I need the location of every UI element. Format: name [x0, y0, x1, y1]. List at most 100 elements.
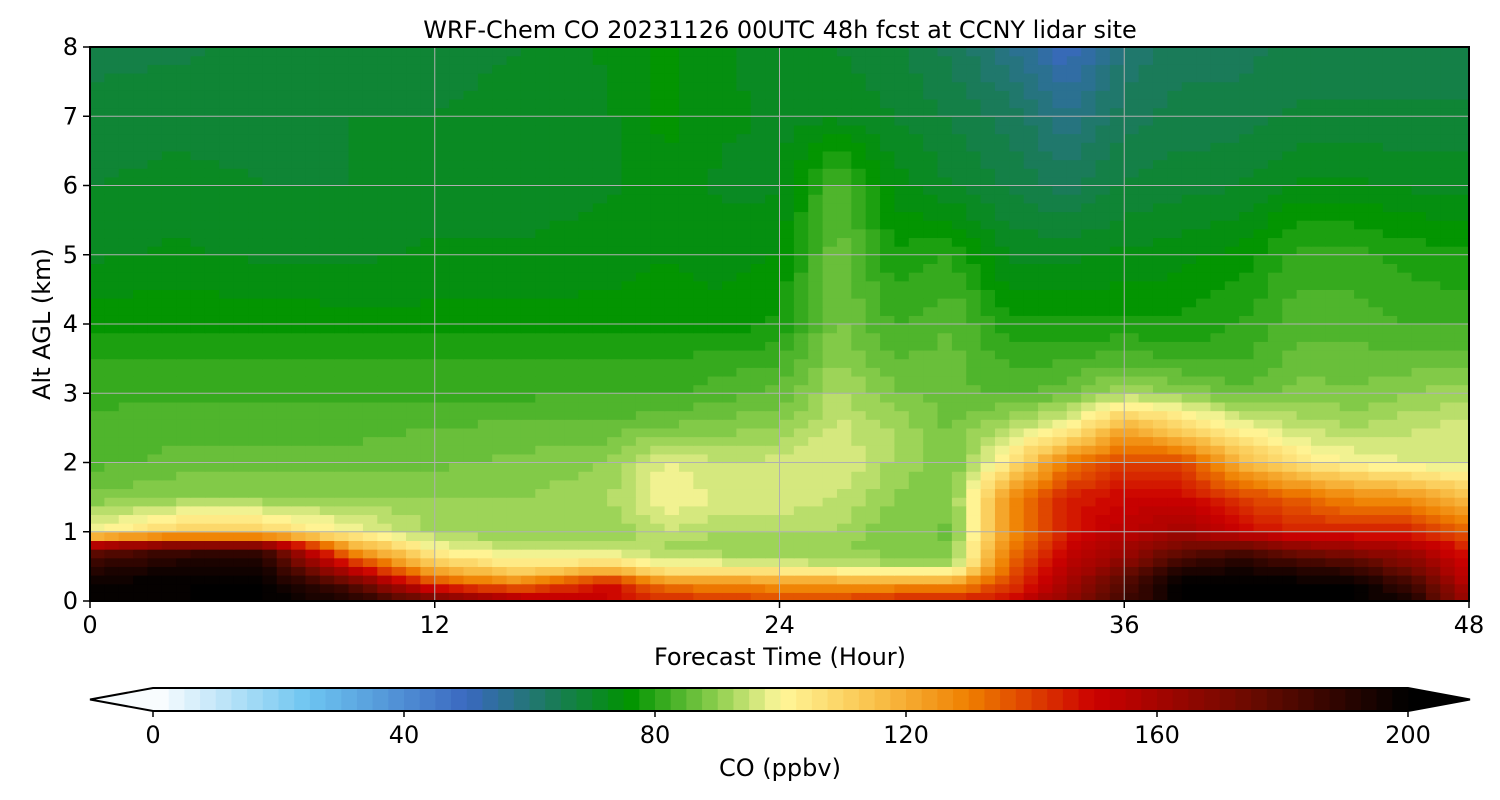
- heatmap-cell: [549, 168, 565, 178]
- heatmap-cell: [750, 575, 766, 585]
- heatmap-cell: [248, 289, 263, 299]
- heatmap-cell: [1066, 194, 1082, 204]
- heatmap-cell: [190, 194, 206, 204]
- heatmap-cell: [506, 194, 522, 204]
- heatmap-cell: [1066, 540, 1082, 550]
- heatmap-cell: [492, 427, 508, 438]
- heatmap-cell: [305, 306, 321, 316]
- heatmap-cell: [607, 159, 623, 169]
- heatmap-cell: [836, 176, 852, 187]
- heatmap-cell: [190, 531, 206, 542]
- heatmap-cell: [233, 341, 249, 351]
- heatmap-cell: [923, 479, 939, 490]
- heatmap-cell: [621, 393, 637, 403]
- heatmap-cell: [980, 445, 996, 455]
- heatmap-cell: [161, 289, 177, 299]
- heatmap-cell: [635, 462, 651, 472]
- heatmap-cell: [851, 194, 867, 204]
- heatmap-cell: [1267, 176, 1283, 187]
- heatmap-cell: [420, 254, 436, 265]
- heatmap-cell: [1124, 254, 1140, 265]
- heatmap-cell: [262, 453, 278, 464]
- heatmap-cell: [1382, 220, 1398, 230]
- heatmap-cell: [1296, 531, 1312, 542]
- heatmap-cell: [564, 176, 579, 187]
- heatmap-cell: [420, 375, 436, 386]
- heatmap-cell: [391, 202, 407, 213]
- heatmap-cell: [880, 159, 896, 169]
- heatmap-cell: [592, 272, 608, 282]
- heatmap-cell: [923, 462, 939, 472]
- heatmap-cell: [1310, 220, 1326, 230]
- heatmap-cell: [894, 194, 910, 204]
- heatmap-cell: [678, 384, 694, 394]
- heatmap-cell: [923, 211, 939, 221]
- heatmap-cell: [980, 505, 996, 516]
- heatmap-cell: [1181, 427, 1197, 438]
- heatmap-cell: [1095, 410, 1111, 420]
- heatmap-cell: [334, 419, 350, 429]
- heatmap-cell: [822, 566, 838, 576]
- heatmap-cell: [578, 462, 594, 472]
- heatmap-cell: [1411, 566, 1427, 576]
- heatmap-cell: [908, 592, 924, 602]
- heatmap-cell: [1282, 523, 1298, 533]
- heatmap-cell: [1167, 298, 1183, 308]
- heatmap-cell: [607, 540, 623, 550]
- heatmap-cell: [607, 358, 623, 368]
- heatmap-cell: [319, 445, 335, 455]
- heatmap-cell: [549, 211, 565, 221]
- heatmap-cell: [276, 254, 292, 265]
- heatmap-cell: [449, 410, 465, 420]
- heatmap-cell: [118, 583, 134, 593]
- heatmap-cell: [693, 549, 709, 559]
- heatmap-cell: [1368, 263, 1384, 273]
- heatmap-cell: [434, 280, 450, 290]
- heatmap-cell: [994, 272, 1010, 282]
- heatmap-cell: [535, 237, 551, 247]
- heatmap-cell: [1152, 549, 1168, 559]
- heatmap-cell: [420, 566, 436, 576]
- heatmap-cell: [923, 427, 939, 438]
- heatmap-cell: [1066, 401, 1082, 412]
- heatmap-cell: [793, 298, 809, 308]
- heatmap-cell: [578, 479, 594, 490]
- heatmap-cell: [276, 185, 292, 195]
- heatmap-cell: [535, 410, 551, 420]
- heatmap-cell: [520, 523, 536, 533]
- heatmap-cell: [1109, 410, 1125, 420]
- heatmap-cell: [1109, 324, 1125, 334]
- heatmap-cell: [635, 453, 651, 464]
- heatmap-cell: [1009, 306, 1025, 316]
- heatmap-cell: [147, 324, 163, 334]
- heatmap-cell: [664, 471, 680, 481]
- heatmap-cell: [621, 445, 637, 455]
- heatmap-cell: [621, 332, 637, 342]
- heatmap-cell: [104, 566, 120, 576]
- heatmap-cell: [1052, 185, 1068, 195]
- heatmap-cell: [291, 540, 307, 550]
- heatmap-cell: [1239, 263, 1255, 273]
- heatmap-cell: [1239, 254, 1255, 265]
- heatmap-cell: [822, 237, 838, 247]
- heatmap-cell: [463, 575, 479, 585]
- heatmap-cell: [578, 427, 594, 438]
- heatmap-cell: [1296, 228, 1312, 239]
- heatmap-cell: [118, 237, 134, 247]
- heatmap-cell: [233, 453, 249, 464]
- heatmap-cell: [1052, 384, 1068, 394]
- heatmap-cell: [1023, 514, 1039, 524]
- heatmap-cell: [248, 358, 263, 368]
- heatmap-cell: [865, 237, 881, 247]
- heatmap-cell: [262, 237, 278, 247]
- heatmap-cell: [161, 263, 177, 273]
- heatmap-cell: [1325, 202, 1341, 213]
- heatmap-cell: [204, 523, 220, 533]
- heatmap-cell: [248, 436, 263, 446]
- heatmap-cell: [1052, 531, 1068, 542]
- heatmap-cell: [966, 246, 982, 256]
- heatmap-cell: [750, 263, 766, 273]
- heatmap-cell: [90, 185, 105, 195]
- heatmap-cell: [219, 479, 235, 490]
- heatmap-cell: [1167, 263, 1183, 273]
